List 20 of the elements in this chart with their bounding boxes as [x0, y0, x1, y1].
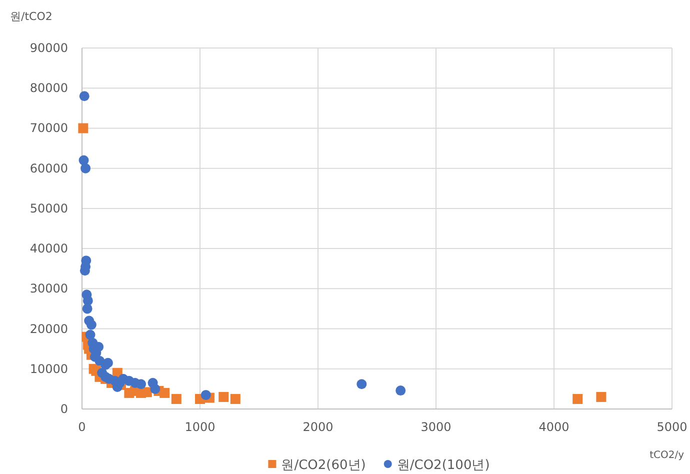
y-tick-label: 90000	[30, 41, 68, 55]
legend-label: 원/CO2(60년)	[281, 458, 366, 473]
y-tick-label: 60000	[30, 161, 68, 176]
y-tick-label: 20000	[30, 322, 68, 336]
x-tick-label: 1000	[184, 420, 216, 434]
x-tick-label: 4000	[538, 420, 570, 434]
legend-label: 원/CO2(100년)	[396, 458, 490, 473]
y-tick-label: 80000	[30, 81, 68, 96]
y-tick-label: 50000	[30, 201, 68, 216]
y-tick-label: 10000	[30, 362, 68, 376]
x-tick-label: 3000	[420, 420, 452, 434]
x-tick-label: 5000	[656, 420, 688, 434]
y-tick-label: 0	[60, 402, 68, 416]
x-axis-title: tCO2/y	[650, 450, 684, 461]
x-tick-label: 0	[78, 420, 86, 434]
y-tick-label: 70000	[30, 121, 68, 136]
y-tick-label: 40000	[30, 242, 68, 256]
x-tick-label: 2000	[302, 420, 334, 434]
y-tick-label: 30000	[30, 282, 68, 296]
y-axis-title: 원/tCO2	[10, 10, 52, 23]
